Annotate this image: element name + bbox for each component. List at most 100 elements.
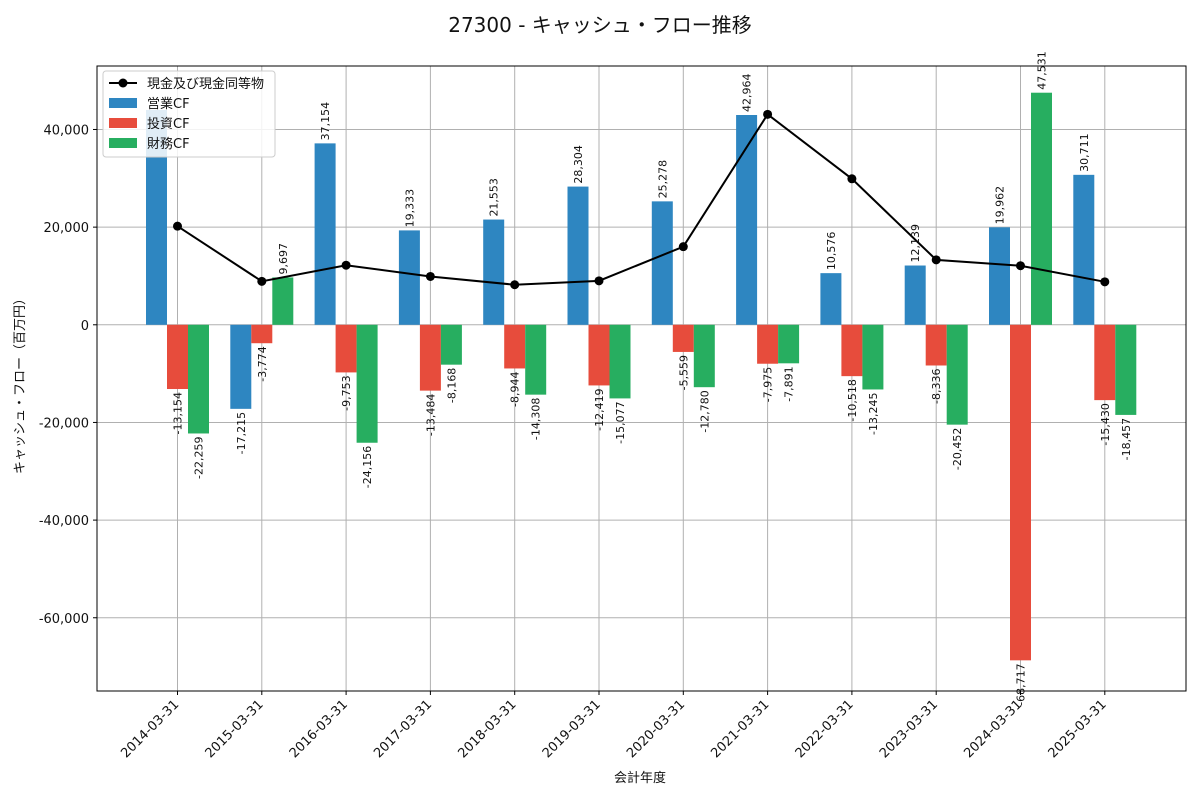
legend-label-0: 現金及び現金同等物 [147, 76, 264, 92]
data-label-0-5: 28,304 [572, 145, 585, 184]
data-label-1-2: -9,753 [340, 375, 353, 410]
cash-point-10 [1016, 261, 1025, 271]
bar-0-5 [567, 186, 589, 325]
bar-2-4 [525, 324, 547, 395]
bar-1-4 [504, 324, 526, 369]
data-label-0-8: 10,576 [825, 232, 838, 271]
y-tick-label: -60,000 [39, 612, 89, 627]
cash-point-4 [510, 280, 520, 290]
y-axis-label: キャッシュ・フロー（百万円） [13, 292, 28, 474]
data-labels-layer: -17,215 37,154 19,333 21,553 28,304 25,278 42,… [172, 51, 1133, 706]
data-label-1-11: -15,430 [1099, 403, 1112, 445]
data-label-1-4: -8,944 [509, 371, 522, 406]
cash-point-9 [931, 255, 941, 265]
bar-2-5 [609, 324, 631, 399]
bar-1-3 [419, 324, 441, 391]
x-tick-label: 2014-03-31 [118, 697, 182, 761]
cash-point-7 [763, 109, 773, 119]
legend-swatch-1 [109, 98, 137, 108]
bar-0-3 [398, 230, 420, 325]
bar-0-10 [989, 227, 1010, 325]
data-label-2-2: -24,156 [361, 446, 374, 488]
bar-2-3 [440, 324, 462, 365]
x-tick-label: 2018-03-31 [455, 697, 519, 761]
bar-1-9 [925, 324, 947, 366]
y-tick-label: -20,000 [39, 416, 89, 431]
bars-layer [146, 92, 1137, 661]
x-tick-label: 2017-03-31 [371, 697, 435, 761]
data-label-1-7: -7,975 [762, 367, 775, 402]
legend-label-1: 営業CF [147, 96, 190, 112]
x-tick-label: 2024-03-31 [961, 697, 1025, 761]
data-label-1-5: -12,419 [593, 388, 606, 430]
legend-label-2: 投資CF [147, 116, 190, 132]
line-layer [173, 109, 1110, 290]
bar-2-11 [1115, 324, 1137, 415]
data-label-1-9: -8,336 [930, 368, 943, 403]
data-label-2-10: 47,531 [1036, 51, 1049, 90]
data-label-2-9: -20,452 [951, 428, 964, 470]
bar-0-4 [483, 219, 505, 325]
bar-1-7 [757, 324, 779, 364]
x-axis-label: 会計年度 [614, 770, 666, 786]
data-label-1-0: -13,154 [172, 392, 185, 434]
data-label-2-8: -13,245 [867, 392, 880, 434]
bar-0-1 [230, 324, 252, 409]
x-tick-label: 2025-03-31 [1046, 697, 1110, 761]
bar-0-8 [820, 273, 842, 325]
legend-swatch-2 [109, 118, 137, 128]
bar-1-10 [1010, 324, 1031, 661]
cash-point-11 [1100, 277, 1110, 287]
bar-0-7 [736, 115, 758, 325]
data-label-0-6: 25,278 [656, 160, 669, 199]
bar-2-0 [188, 324, 209, 434]
data-label-1-6: -5,559 [677, 355, 690, 390]
data-label-0-11: 30,711 [1078, 133, 1091, 172]
data-label-2-4: -14,308 [530, 398, 543, 440]
chart-title: 27300 - キャッシュ・フロー推移 [448, 13, 752, 37]
bar-1-5 [588, 324, 610, 386]
x-tick-label: 2019-03-31 [540, 697, 604, 761]
bar-0-6 [651, 201, 673, 325]
x-tick-label: 2022-03-31 [793, 697, 857, 761]
cash-point-3 [425, 271, 435, 281]
bar-1-1 [251, 324, 273, 344]
legend-box [102, 70, 276, 158]
data-label-2-0: -22,259 [193, 436, 206, 478]
bar-2-7 [778, 324, 800, 364]
bar-0-9 [904, 265, 926, 325]
bar-2-6 [693, 324, 715, 388]
data-label-2-6: -12,780 [698, 390, 711, 432]
bar-2-1 [272, 277, 294, 325]
data-label-1-3: -13,484 [424, 394, 437, 436]
data-label-2-3: -8,168 [445, 368, 458, 403]
bar-2-9 [946, 324, 968, 425]
data-label-0-3: 19,333 [403, 189, 416, 228]
data-label-2-7: -7,891 [783, 366, 796, 401]
bar-1-11 [1094, 324, 1116, 401]
y-tick-label: 40,000 [44, 123, 90, 138]
data-label-0-10: 19,962 [994, 186, 1007, 225]
bar-1-0 [167, 324, 188, 390]
cash-point-0 [173, 221, 182, 231]
data-label-1-10: -68,717 [1015, 663, 1028, 705]
bar-2-10 [1031, 92, 1052, 325]
bar-1-2 [335, 324, 357, 373]
bar-0-0 [146, 109, 167, 325]
legend-label-3: 財務CF [147, 137, 190, 152]
bar-1-8 [841, 324, 863, 377]
y-tick-label: 20,000 [44, 221, 90, 236]
data-label-0-9: 12,139 [909, 224, 922, 263]
cash-point-6 [678, 242, 688, 252]
bar-1-6 [672, 324, 694, 352]
data-label-2-1: 9,697 [277, 243, 290, 275]
bar-2-2 [356, 324, 378, 443]
data-label-1-8: -10,518 [846, 379, 859, 421]
legend-point-marker [118, 78, 128, 88]
x-tick-label: 2020-03-31 [624, 697, 688, 761]
data-label-0-4: 21,553 [488, 178, 501, 217]
data-label-2-5: -15,077 [614, 401, 627, 443]
bar-0-11 [1073, 174, 1095, 325]
